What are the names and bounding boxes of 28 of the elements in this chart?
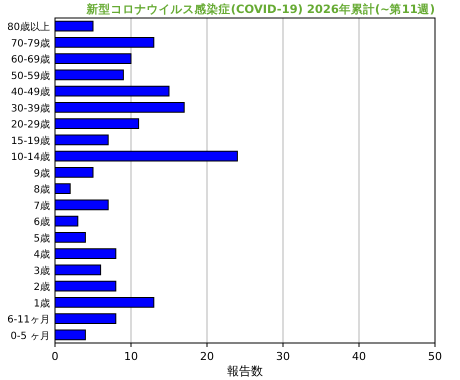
x-tick-label: 40 [352,350,366,363]
y-tick-label: 2歳 [34,281,50,294]
y-tick-label: 6歳 [34,216,50,228]
y-tick-label: 7歳 [34,200,50,212]
x-tick-label: 50 [428,350,442,363]
y-tick-label: 80歳以上 [7,21,50,34]
y-tick-label: 3歳 [34,264,50,277]
y-tick-label: 15-19歳 [10,134,50,147]
chart-title: 新型コロナウイルス感染症(COVID-19) 2026年累計(~第11週) [86,2,435,16]
x-tick-label: 30 [276,350,290,363]
y-tick-label: 6-11ヶ月 [7,314,50,326]
x-tick-label: 20 [200,350,214,363]
y-tick-label: 70-79歳 [10,37,50,50]
y-tick-label: 8歳 [34,184,50,196]
y-tick-label: 20-29歳 [10,118,50,131]
y-tick-label: 9歳 [34,167,50,180]
y-tick-label: 50-59歳 [10,70,50,82]
y-tick-label: 5歳 [34,232,50,244]
x-axis-title: 報告数 [227,364,263,378]
y-tick-label: 1歳 [34,297,50,310]
y-tick-label: 40-49歳 [10,86,50,98]
y-tick-label: 30-39歳 [10,102,50,114]
y-tick-label: 4歳 [34,248,50,261]
x-tick-label: 0 [52,350,58,363]
y-tick-label: 60-69歳 [10,54,50,66]
y-tick-label: 0-5 ヶ月 [10,330,50,342]
y-tick-label: 10-14歳 [10,151,50,164]
x-tick-label: 10 [124,350,138,363]
